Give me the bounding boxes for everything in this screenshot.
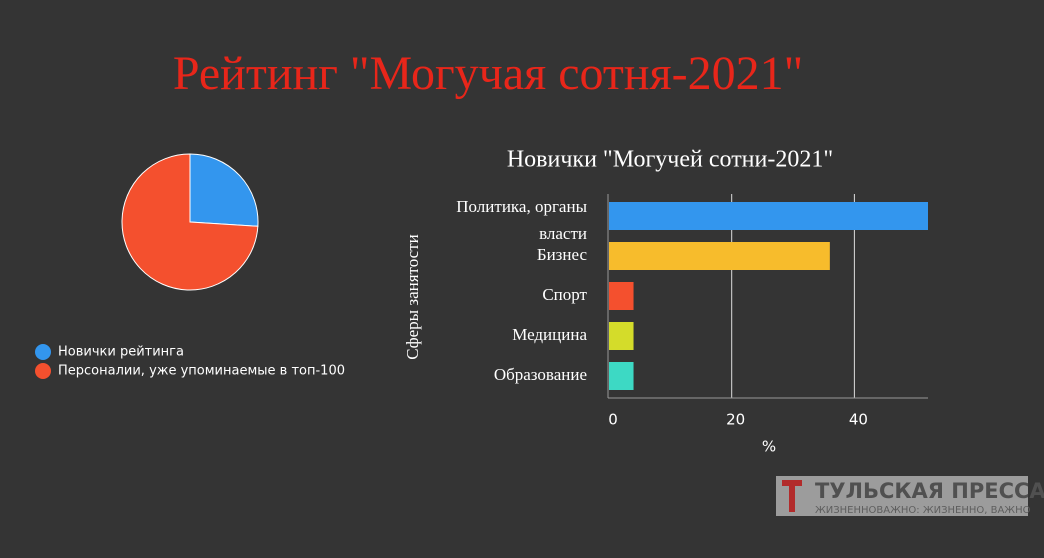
watermark-name: ТУЛЬСКАЯ ПРЕССА	[815, 479, 1044, 503]
watermark-logo	[782, 480, 802, 512]
x-tick-label: 20	[726, 411, 745, 429]
y-tick-label: Политика, органы власти	[456, 197, 587, 243]
x-tick-label: 40	[849, 411, 868, 429]
pie-slice	[121, 153, 259, 291]
watermark: ТУЛЬСКАЯ ПРЕССА ЖИЗНЕННОВАЖНО: ЖИЗНЕННО,…	[776, 476, 1044, 516]
legend-swatch	[35, 344, 51, 360]
legend-label: Новички рейтинга	[58, 345, 184, 360]
x-axis-label: %	[762, 438, 776, 456]
y-tick-label: Бизнес	[537, 245, 588, 264]
y-tick-label: Медицина	[512, 325, 587, 344]
y-tick-label: Образование	[494, 365, 587, 384]
bar	[609, 242, 830, 270]
chart-title: Новички "Могучей сотни-2021"	[507, 147, 833, 173]
page-title: Рейтинг "Могучая сотня-2021"	[173, 47, 803, 100]
pie-slice	[189, 153, 259, 227]
y-tick-label: Спорт	[542, 285, 587, 304]
legend-swatch	[35, 363, 51, 379]
y-axis-label: Сферы занятости	[403, 234, 422, 359]
watermark-box	[776, 476, 1028, 516]
watermark-slogan: ЖИЗНЕННОВАЖНО: ЖИЗНЕННО, ВАЖНО	[815, 505, 1031, 516]
bar	[609, 322, 634, 350]
bar	[609, 282, 634, 310]
x-tick-label: 0	[608, 411, 618, 429]
bar	[609, 362, 634, 390]
legend-label: Персоналии, уже упоминаемые в топ-100	[58, 364, 345, 379]
bar	[609, 202, 928, 230]
